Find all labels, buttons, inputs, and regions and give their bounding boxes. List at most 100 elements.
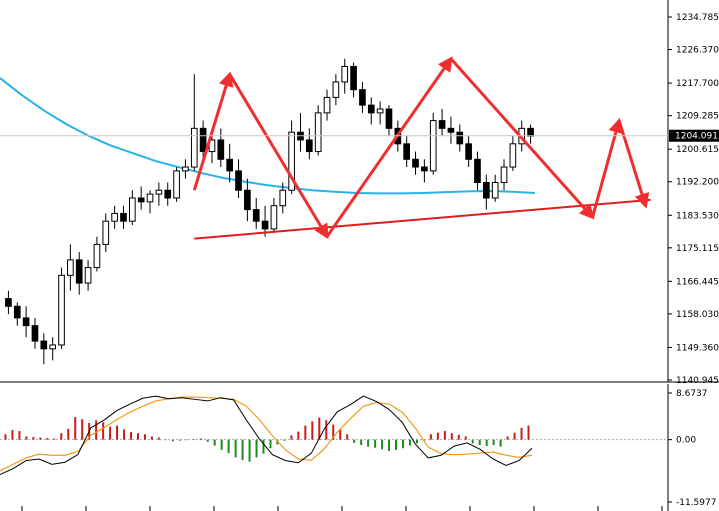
candle-body bbox=[93, 243, 101, 269]
macd-tick-label: 8.6737 bbox=[676, 389, 708, 399]
candle-body bbox=[146, 193, 154, 203]
candle bbox=[341, 58, 349, 94]
candle-body bbox=[13, 305, 21, 319]
candle bbox=[509, 136, 517, 171]
candle-body bbox=[429, 120, 437, 172]
pattern-arrow bbox=[192, 71, 234, 191]
candle bbox=[500, 159, 508, 191]
price-axis: 1234.785 1226.370 1217.700 1209.285 1200.615… bbox=[668, 13, 719, 386]
candle bbox=[75, 252, 83, 295]
candle-body bbox=[67, 259, 74, 276]
candle-body bbox=[438, 120, 446, 129]
price-tick-label: 1226.370 bbox=[676, 46, 719, 56]
macd-line bbox=[0, 395, 533, 476]
candle-body bbox=[509, 143, 517, 168]
candle-body bbox=[323, 96, 331, 114]
candle bbox=[155, 182, 163, 206]
candle bbox=[438, 109, 446, 137]
candle bbox=[261, 205, 269, 237]
candle-body bbox=[137, 197, 145, 203]
candle-body bbox=[173, 170, 180, 199]
price-panel bbox=[0, 56, 668, 365]
candle bbox=[482, 174, 490, 210]
candle bbox=[40, 333, 48, 365]
candle bbox=[244, 178, 251, 222]
candle-body bbox=[199, 127, 207, 153]
candle bbox=[22, 306, 30, 338]
candle-body bbox=[182, 166, 189, 172]
candle-body bbox=[500, 166, 508, 184]
support-trend-line bbox=[194, 198, 651, 240]
candle-body bbox=[482, 182, 490, 199]
candle bbox=[421, 159, 428, 183]
current-price-label: 1204.091 bbox=[675, 132, 718, 142]
pattern-arrow bbox=[325, 56, 453, 238]
candle bbox=[31, 317, 39, 349]
pattern-arrow bbox=[617, 120, 650, 209]
candle bbox=[84, 259, 92, 291]
candle bbox=[288, 120, 295, 195]
candle-body bbox=[350, 65, 357, 91]
price-tick-label: 1217.700 bbox=[676, 79, 719, 89]
candle bbox=[190, 74, 198, 171]
macd-panel bbox=[0, 395, 668, 511]
candle bbox=[146, 190, 154, 214]
candle-body bbox=[367, 104, 375, 114]
candle bbox=[111, 205, 118, 229]
candle bbox=[350, 62, 357, 98]
candle bbox=[474, 151, 481, 191]
candle bbox=[359, 81, 366, 113]
pattern-arrow bbox=[449, 57, 595, 220]
candle bbox=[447, 116, 455, 144]
pattern-arrow bbox=[591, 117, 624, 218]
candle bbox=[173, 167, 180, 202]
price-tick-label: 1175.115 bbox=[676, 244, 719, 254]
candle bbox=[235, 159, 242, 198]
candle-body bbox=[491, 182, 499, 199]
candle bbox=[314, 105, 322, 156]
candle bbox=[120, 205, 127, 229]
candle bbox=[13, 302, 21, 326]
candle bbox=[5, 290, 12, 315]
candle-body bbox=[270, 205, 278, 230]
candle bbox=[412, 151, 419, 175]
candle-body bbox=[305, 139, 313, 153]
candle-body bbox=[75, 259, 83, 284]
candle bbox=[456, 124, 464, 152]
candle bbox=[128, 190, 136, 226]
candle-body bbox=[465, 143, 472, 160]
candle-body bbox=[447, 127, 455, 133]
candle-body bbox=[120, 212, 127, 222]
candle-body bbox=[288, 131, 295, 191]
candle-body bbox=[102, 220, 110, 245]
candle bbox=[367, 97, 375, 125]
candle bbox=[93, 236, 101, 272]
price-tick-label: 1234.785 bbox=[676, 13, 719, 23]
price-tick-label: 1158.030 bbox=[676, 310, 719, 320]
candle bbox=[182, 159, 189, 179]
candle-body bbox=[190, 127, 198, 168]
current-price-badge bbox=[669, 129, 719, 142]
candle-body bbox=[474, 158, 481, 184]
candle-body bbox=[527, 127, 534, 137]
candle-body bbox=[279, 189, 287, 207]
candle-body bbox=[84, 267, 92, 284]
candle-body bbox=[421, 166, 428, 172]
candle bbox=[429, 112, 437, 175]
candle bbox=[252, 197, 260, 229]
candle-body bbox=[226, 158, 234, 172]
price-tick-label: 1200.615 bbox=[676, 145, 719, 155]
candle bbox=[217, 128, 225, 168]
candle bbox=[102, 213, 110, 253]
pattern-arrow bbox=[228, 73, 329, 240]
candle bbox=[270, 197, 278, 233]
candle bbox=[164, 182, 172, 206]
candle-body bbox=[412, 158, 419, 168]
candle-body bbox=[314, 112, 322, 153]
candle bbox=[323, 89, 331, 121]
macd-tick-label: -11.5977 bbox=[676, 498, 716, 508]
candle bbox=[403, 136, 411, 168]
candle-body bbox=[31, 325, 39, 342]
candle-body bbox=[49, 344, 57, 350]
candle bbox=[226, 143, 234, 183]
